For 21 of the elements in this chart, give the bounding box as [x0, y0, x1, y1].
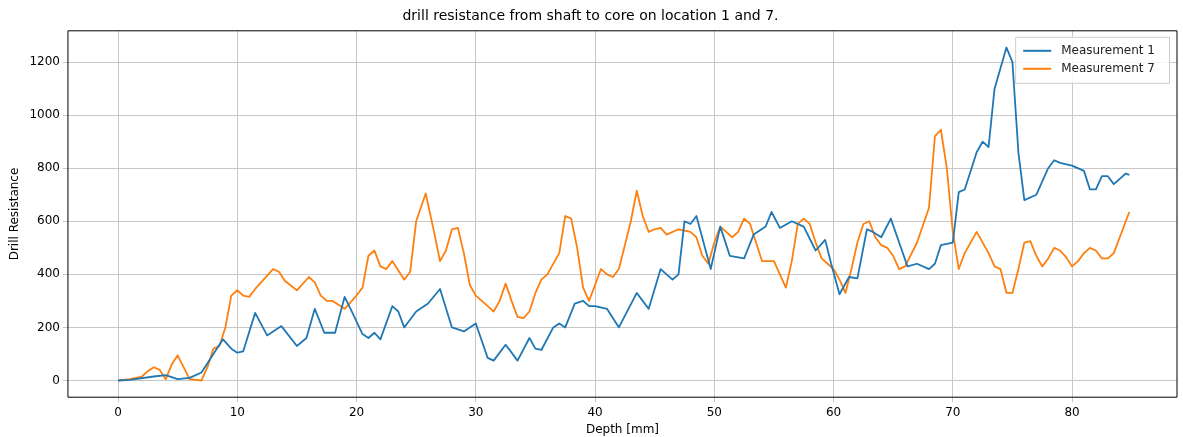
x-tick-label: 10: [229, 404, 245, 419]
x-axis-title: Depth [mm]: [585, 421, 660, 436]
y-tick-label: 800: [37, 160, 60, 175]
legend-label: Measurement 1: [1061, 42, 1156, 57]
y-tick-label: 0: [52, 372, 60, 387]
y-tick-label: 600: [37, 213, 60, 228]
x-tick-label: 70: [945, 404, 961, 419]
x-tick-label: 60: [825, 404, 842, 419]
y-tick-label: 1000: [29, 107, 60, 122]
x-tick-label: 50: [706, 404, 722, 419]
x-tick-label: 30: [468, 404, 484, 419]
y-tick-label: 200: [37, 319, 60, 334]
x-tick-label: 20: [348, 404, 365, 419]
legend-label: Measurement 7: [1061, 60, 1156, 75]
y-tick-label: 1200: [29, 54, 60, 69]
x-tick-label: 80: [1064, 404, 1080, 419]
x-tick-label: 40: [587, 404, 603, 419]
x-tick-label: 0: [114, 404, 122, 419]
y-tick-label: 400: [37, 266, 60, 281]
chart-title: drill resistance from shaft to core on location 1 and 7.: [402, 7, 779, 24]
y-axis-title: Drill Resistance: [7, 167, 22, 261]
